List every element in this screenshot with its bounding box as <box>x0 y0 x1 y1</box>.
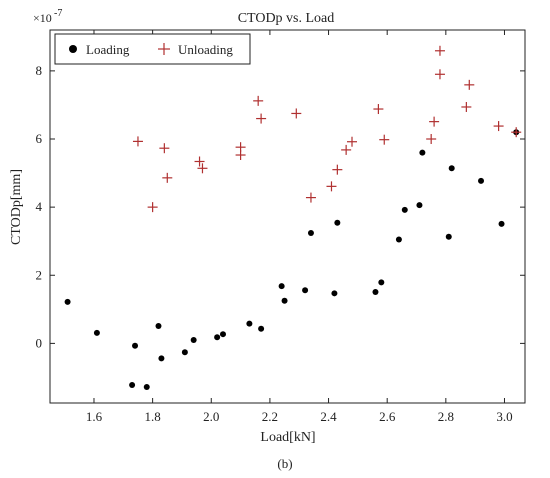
plot-area-frame <box>49 29 526 404</box>
point-unloading <box>332 164 343 175</box>
point-unloading <box>373 104 384 115</box>
x-tick-label: 1.6 <box>86 409 103 424</box>
y-axis-label: CTODp[mm] <box>9 169 24 245</box>
point-loading <box>395 236 402 243</box>
point-loading <box>93 329 100 336</box>
point-unloading <box>235 150 246 161</box>
legend: Loading Unloading <box>54 33 251 65</box>
point-loading <box>416 202 423 209</box>
point-unloading <box>162 172 173 183</box>
legend-marker-unloading <box>158 43 170 55</box>
y-multiplier: ×10 -7 <box>33 8 62 25</box>
x-axis-ticks: 1.6 1.8 2.0 2.2 2.4 2.6 2.8 3.0 <box>86 30 513 424</box>
y-multiplier-exponent: -7 <box>54 8 62 19</box>
point-unloading <box>159 143 170 154</box>
legend-marker-loading <box>69 45 77 53</box>
point-unloading <box>197 163 208 174</box>
point-unloading <box>461 101 472 112</box>
y-tick-label: 0 <box>36 335 43 350</box>
x-tick-label: 2.6 <box>379 409 396 424</box>
point-unloading <box>464 79 475 90</box>
point-loading <box>214 334 221 341</box>
point-unloading <box>291 108 302 119</box>
point-unloading <box>253 95 264 106</box>
y-tick-label: 4 <box>36 199 43 214</box>
point-loading <box>143 383 150 390</box>
point-unloading <box>426 134 437 145</box>
point-unloading <box>379 134 390 145</box>
x-tick-label: 3.0 <box>496 409 512 424</box>
x-tick-label: 2.8 <box>438 409 454 424</box>
point-loading <box>219 331 226 338</box>
point-loading <box>419 149 426 156</box>
legend-label-loading: Loading <box>86 42 130 57</box>
point-loading <box>334 219 341 226</box>
point-loading <box>445 233 452 240</box>
figure-caption: (b) <box>277 456 292 471</box>
point-loading <box>401 206 408 213</box>
y-tick-label: 6 <box>36 131 43 146</box>
legend-box <box>54 33 251 65</box>
point-unloading <box>429 116 440 127</box>
point-loading <box>258 325 265 332</box>
x-tick-label: 2.0 <box>203 409 219 424</box>
point-loading <box>190 336 197 343</box>
x-axis-label: Load[kN] <box>260 430 315 445</box>
point-unloading <box>434 45 445 56</box>
x-tick-label: 2.2 <box>262 409 278 424</box>
y-axis-ticks: 0 2 4 6 8 <box>36 63 525 350</box>
chart-title: CTODp vs. Load <box>238 11 335 26</box>
point-loading <box>331 290 338 297</box>
point-unloading <box>434 69 445 80</box>
point-loading <box>372 288 379 295</box>
point-unloading <box>132 136 143 147</box>
point-unloading <box>147 202 158 213</box>
point-loading <box>281 297 288 304</box>
point-unloading <box>511 127 522 138</box>
point-loading <box>307 230 314 237</box>
point-unloading <box>194 156 205 167</box>
point-unloading <box>305 192 316 203</box>
point-loading <box>448 165 455 172</box>
legend-label-unloading: Unloading <box>178 42 233 57</box>
data-marks <box>64 45 522 390</box>
point-loading <box>378 279 385 286</box>
point-unloading <box>493 121 504 132</box>
point-loading <box>181 349 188 356</box>
point-unloading <box>256 113 267 124</box>
point-unloading <box>326 181 337 192</box>
y-tick-label: 2 <box>36 267 43 282</box>
point-loading <box>246 320 253 327</box>
point-loading <box>129 381 136 388</box>
point-loading <box>132 342 139 349</box>
point-loading <box>302 287 309 294</box>
point-loading <box>155 323 162 330</box>
y-multiplier-base: ×10 <box>33 11 52 25</box>
point-loading <box>158 355 165 362</box>
point-loading <box>64 298 71 305</box>
point-unloading <box>347 136 358 147</box>
point-loading <box>498 220 505 227</box>
x-tick-label: 1.8 <box>144 409 160 424</box>
point-unloading <box>341 144 352 155</box>
point-loading <box>478 177 485 184</box>
x-tick-label: 2.4 <box>320 409 337 424</box>
point-loading <box>278 283 285 290</box>
y-tick-label: 8 <box>36 63 43 78</box>
